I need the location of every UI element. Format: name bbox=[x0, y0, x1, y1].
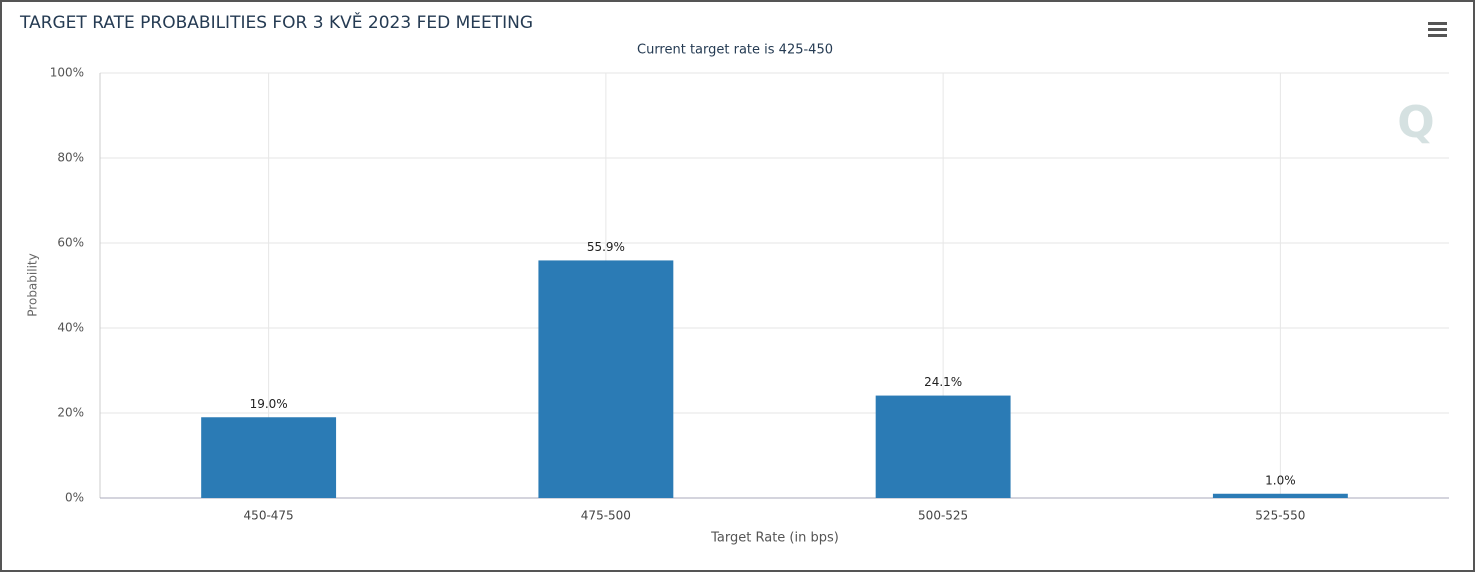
menu-bar[interactable] bbox=[1428, 28, 1447, 31]
x-axis-title: Target Rate (in bps) bbox=[710, 531, 839, 546]
bar bbox=[538, 260, 674, 498]
y-tick-label: 0% bbox=[65, 491, 84, 505]
data-label: 1.0% bbox=[1265, 473, 1296, 487]
y-tick-label: 100% bbox=[50, 66, 84, 80]
bar bbox=[875, 395, 1011, 498]
y-tick-label: 40% bbox=[57, 321, 84, 335]
data-label: 55.9% bbox=[587, 240, 625, 254]
x-tick-label: 475-500 bbox=[581, 509, 631, 523]
x-tick-label: 500-525 bbox=[918, 509, 968, 523]
bar bbox=[1212, 493, 1348, 498]
x-tick-label: 525-550 bbox=[1255, 509, 1305, 523]
logo-q: Q bbox=[1397, 97, 1434, 148]
chart-subtitle: Current target rate is 425-450 bbox=[637, 43, 833, 58]
y-tick-label: 60% bbox=[57, 236, 84, 250]
bar bbox=[201, 417, 337, 498]
data-label: 24.1% bbox=[924, 375, 962, 389]
y-tick-label: 20% bbox=[57, 406, 84, 420]
watermark-logo: Q bbox=[1397, 97, 1434, 148]
chart-title: TARGET RATE PROBABILITIES FOR 3 KVĚ 2023… bbox=[19, 11, 533, 33]
data-label: 19.0% bbox=[250, 397, 288, 411]
y-tick-label: 80% bbox=[57, 151, 84, 165]
x-tick-label: 450-475 bbox=[244, 509, 294, 523]
menu-bar[interactable] bbox=[1428, 34, 1447, 37]
menu-icon[interactable] bbox=[1428, 22, 1447, 37]
y-axis-title: Probability bbox=[26, 253, 40, 316]
menu-bar[interactable] bbox=[1428, 22, 1447, 25]
